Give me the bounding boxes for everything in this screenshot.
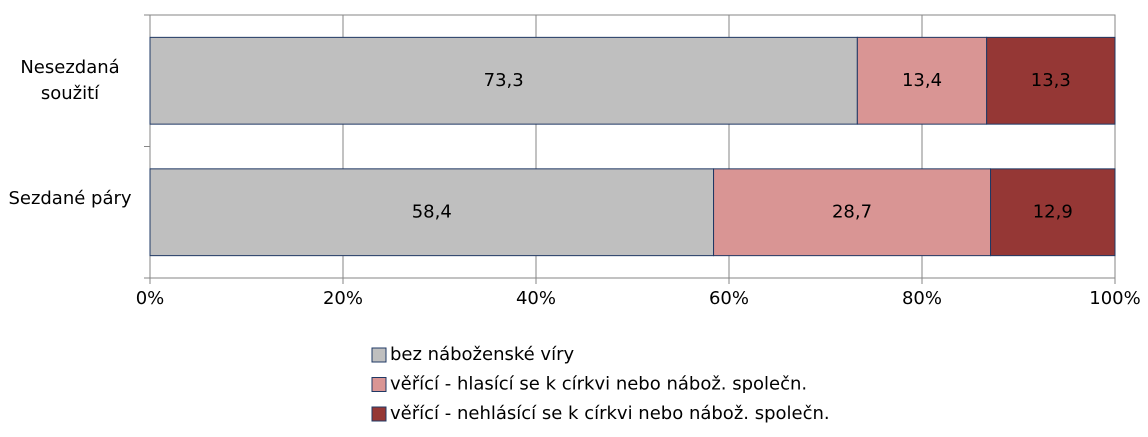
bar-segment: [149, 36, 858, 125]
bar-segment: [986, 36, 1116, 125]
y-tick-label: Nesezdaná soužití: [20, 56, 120, 104]
x-tick-label: 0%: [136, 288, 165, 309]
legend-swatch: [371, 347, 387, 363]
data-label: 58,4: [412, 201, 452, 222]
bar-segment: [149, 168, 715, 257]
legend-swatch: [371, 377, 387, 392]
bar-segment: [713, 168, 992, 257]
data-label: 12,9: [1033, 201, 1073, 222]
data-label: 28,7: [832, 201, 872, 222]
y-tick-label: Sezdané páry: [8, 188, 132, 210]
x-tick-label: 100%: [1089, 288, 1140, 309]
legend-label: bez náboženské víry: [390, 344, 574, 365]
legend-swatch: [371, 406, 387, 422]
x-tick-label: 60%: [709, 288, 749, 309]
data-label: 13,4: [902, 70, 942, 91]
bar-segment: [856, 36, 988, 125]
legend-label: věřící - nehlásící se k církvi nebo nábo…: [390, 403, 830, 424]
x-tick-label: 20%: [323, 288, 363, 309]
legend-label: věřící - hlasící se k církvi nebo nábož.…: [390, 374, 807, 395]
x-tick-label: 40%: [516, 288, 556, 309]
x-tick-label: 80%: [902, 288, 942, 309]
bar-segment: [990, 168, 1116, 257]
data-label: 73,3: [484, 70, 524, 91]
data-label: 13,3: [1031, 70, 1071, 91]
